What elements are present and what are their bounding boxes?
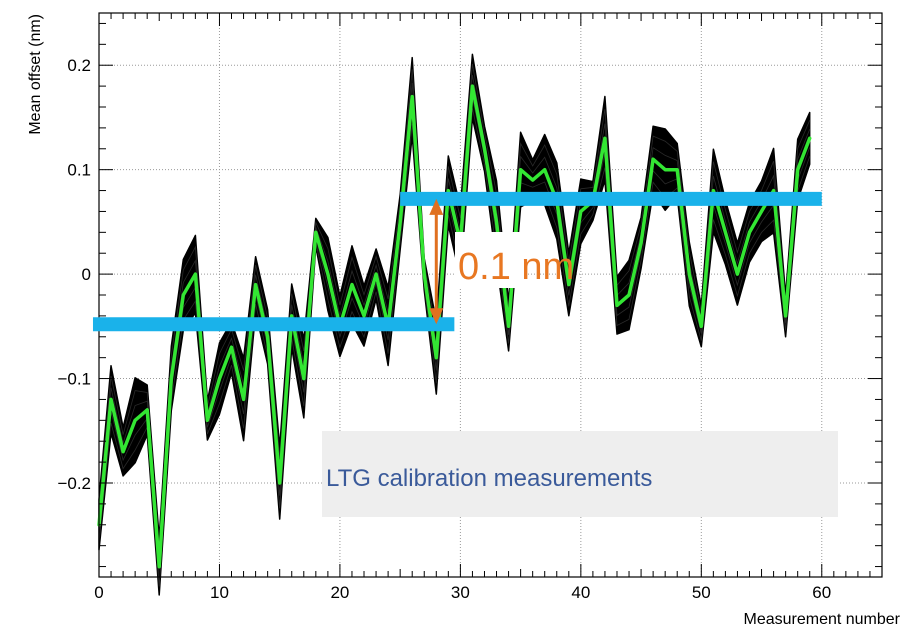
x-tick-label: 10 (210, 583, 229, 602)
x-tick-label: 60 (812, 583, 831, 602)
x-axis-title: Measurement number (743, 611, 900, 628)
x-tick-label: 30 (451, 583, 470, 602)
gap-label-box (455, 232, 523, 288)
note-box (322, 431, 838, 517)
trace-line (98, 97, 811, 577)
gap-label: 0.1 nm (458, 246, 574, 288)
series-lines (97, 84, 812, 569)
y-axis-title: Mean offset (nm) (27, 14, 44, 135)
x-tick-label: 40 (571, 583, 590, 602)
x-tick-label: 20 (330, 583, 349, 602)
y-tick-label: 0.2 (67, 56, 91, 75)
note-label: LTG calibration measurements (326, 465, 652, 492)
trace-line (98, 108, 811, 587)
annotations (92, 191, 822, 332)
axis-ticks: 0 10 20 30 40 50 60 −0.2 −0.1 0 0.1 0.2 (57, 13, 883, 602)
gap-arrow-head-up (429, 198, 444, 215)
x-tick-label: 0 (94, 583, 103, 602)
y-tick-label: −0.1 (57, 370, 91, 389)
x-tick-label: 50 (692, 583, 711, 602)
y-tick-label: 0 (82, 265, 91, 284)
mean-series-line (97, 84, 812, 569)
gap-arrow-head-down (429, 308, 444, 325)
y-tick-label: 0.1 (67, 161, 91, 180)
y-tick-label: −0.2 (57, 474, 91, 493)
